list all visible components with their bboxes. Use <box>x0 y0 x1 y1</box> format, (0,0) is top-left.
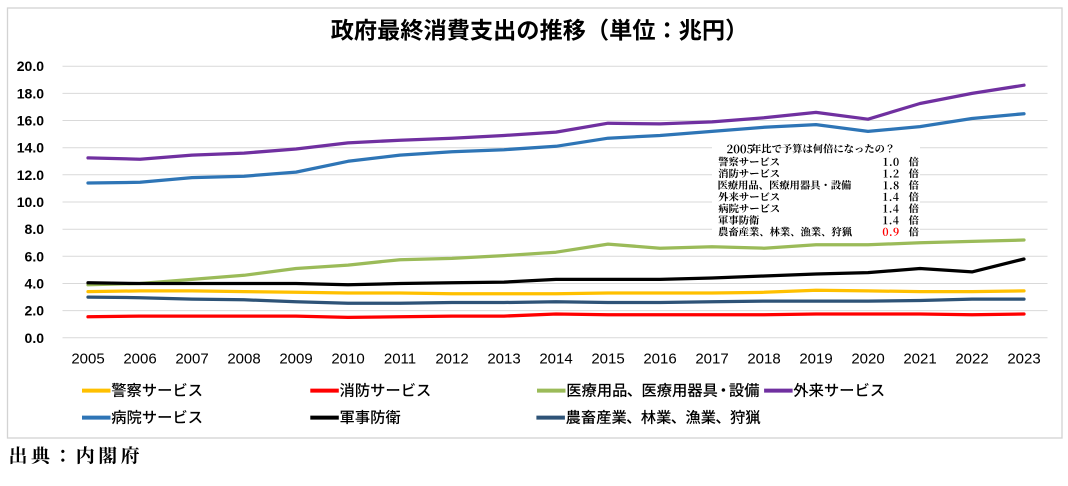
svg-text:4.0: 4.0 <box>25 276 45 292</box>
svg-text:20.0: 20.0 <box>17 58 44 74</box>
svg-text:18.0: 18.0 <box>17 85 44 101</box>
svg-text:2016: 2016 <box>643 351 676 368</box>
svg-text:8.0: 8.0 <box>25 221 45 237</box>
svg-text:2.0: 2.0 <box>25 303 45 319</box>
svg-text:6.0: 6.0 <box>25 248 45 264</box>
svg-text:2009: 2009 <box>279 351 312 368</box>
svg-text:16.0: 16.0 <box>17 113 44 129</box>
svg-text:2013: 2013 <box>487 351 520 368</box>
svg-text:2011: 2011 <box>384 351 416 368</box>
svg-text:2020: 2020 <box>851 351 884 368</box>
svg-text:2019: 2019 <box>799 351 832 368</box>
svg-text:10.0: 10.0 <box>17 194 44 210</box>
svg-text:0.0: 0.0 <box>25 330 45 346</box>
svg-text:2006: 2006 <box>123 351 156 368</box>
svg-text:2015: 2015 <box>591 351 624 368</box>
svg-text:14.0: 14.0 <box>17 140 44 156</box>
svg-text:2023: 2023 <box>1007 351 1040 368</box>
svg-text:2018: 2018 <box>747 351 780 368</box>
svg-text:2010: 2010 <box>331 351 364 368</box>
svg-text:12.0: 12.0 <box>17 167 44 183</box>
svg-text:2012: 2012 <box>435 351 468 368</box>
svg-text:2022: 2022 <box>955 351 988 368</box>
svg-text:2021: 2021 <box>903 351 936 368</box>
svg-text:2005: 2005 <box>71 351 104 368</box>
svg-text:2014: 2014 <box>539 351 572 368</box>
svg-text:2007: 2007 <box>175 351 208 368</box>
svg-text:2017: 2017 <box>695 351 728 368</box>
svg-text:2008: 2008 <box>227 351 260 368</box>
